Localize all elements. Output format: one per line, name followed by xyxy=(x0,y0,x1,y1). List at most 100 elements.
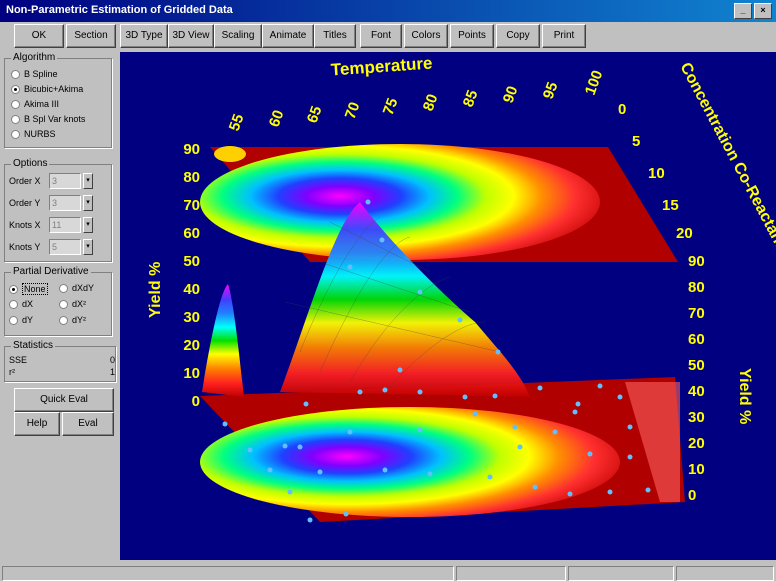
z-tick-label: 60 xyxy=(688,331,705,348)
x-tick-label: 75 xyxy=(380,96,402,117)
z-tick-label: 0 xyxy=(688,487,696,504)
derivative-option-dy[interactable]: dY xyxy=(9,315,33,325)
status-segment xyxy=(568,566,674,581)
points-button[interactable]: Points xyxy=(450,24,494,48)
z-axis-title: Yield % xyxy=(147,262,164,318)
algorithm-option-b-spline[interactable]: B Spline xyxy=(11,69,58,79)
x-tick-label: 85 xyxy=(460,88,482,109)
response-surface-left-peak xyxy=(202,284,244,397)
derivative-group: Partial Derivative None dXdY dX dX² dY d… xyxy=(4,266,112,336)
algorithm-legend: Algorithm xyxy=(11,52,58,63)
z-tick-label: 40 xyxy=(688,383,705,400)
derivative-option-dx2[interactable]: dX² xyxy=(59,299,86,309)
z-tick-label: 60 xyxy=(183,225,200,242)
z-tick-label: 70 xyxy=(688,305,705,322)
z-tick-label: 30 xyxy=(688,409,705,426)
top-contour-map xyxy=(200,144,600,260)
animate-button[interactable]: Animate xyxy=(262,24,314,48)
toolbar: OK Section 3D Type 3D View Scaling Anima… xyxy=(0,24,776,50)
algorithm-option-nurbs[interactable]: NURBS xyxy=(11,129,56,139)
derivative-option-dy2[interactable]: dY² xyxy=(59,315,86,325)
radio-icon xyxy=(11,129,20,139)
spin-icon[interactable]: ▾ xyxy=(83,195,93,211)
y-tick-label: 5 xyxy=(632,133,640,150)
radio-icon xyxy=(11,114,20,124)
data-points xyxy=(222,199,651,523)
derivative-option-none[interactable]: None xyxy=(9,283,48,295)
title-bar: Non-Parametric Estimation of Gridded Dat… xyxy=(0,0,776,22)
plot-area[interactable]: Temperature Concentration Co-Reactant Yi… xyxy=(120,52,776,560)
radio-icon xyxy=(9,315,18,325)
status-segment xyxy=(456,566,566,581)
print-button[interactable]: Print xyxy=(542,24,586,48)
z-tick-label: 90 xyxy=(183,141,200,158)
y-tick-label: 0 xyxy=(618,101,626,118)
y-tick-label: 15 xyxy=(662,197,679,214)
top-contour-corner xyxy=(214,146,246,162)
spin-icon[interactable]: ▾ xyxy=(83,217,93,233)
spin-icon[interactable]: ▾ xyxy=(83,239,93,255)
derivative-option-dx[interactable]: dX xyxy=(9,299,33,309)
minimize-button[interactable]: _ xyxy=(734,3,752,19)
floor-right-edge xyxy=(625,382,680,502)
titles-button[interactable]: Titles xyxy=(314,24,356,48)
scaling-button[interactable]: Scaling xyxy=(214,24,262,48)
3d-view-button[interactable]: 3D View xyxy=(168,24,214,48)
help-button[interactable]: Help xyxy=(14,412,60,436)
radio-icon xyxy=(9,299,18,309)
left-panel: Algorithm B Spline Bicubic+Akima Akima I… xyxy=(0,50,118,560)
order-y-input[interactable]: 3 xyxy=(49,195,81,211)
spin-icon[interactable]: ▾ xyxy=(83,173,93,189)
z-axis-ticks-right: 0 10 20 30 40 50 60 70 80 90 xyxy=(688,253,705,504)
z-axis-ticks-left: 0 10 20 30 40 50 60 70 80 90 xyxy=(183,141,200,410)
z-tick-label: 50 xyxy=(688,357,705,374)
z-tick-label: 70 xyxy=(183,197,200,214)
y-axis-title: Concentration Co-Reactant xyxy=(676,60,776,251)
knots-x-input[interactable]: 11 xyxy=(49,217,81,233)
x-tick-label: 60 xyxy=(266,108,288,129)
order-x-input[interactable]: 3 xyxy=(49,173,81,189)
radio-icon xyxy=(59,283,68,293)
knots-y-input[interactable]: 5 xyxy=(49,239,81,255)
z-tick-label: 20 xyxy=(183,337,200,354)
status-bar xyxy=(0,564,776,581)
z-tick-label: 80 xyxy=(688,279,705,296)
algorithm-option-akima-iii[interactable]: Akima III xyxy=(11,99,59,109)
radio-icon xyxy=(11,99,20,109)
y-tick-label: 10 xyxy=(648,165,665,182)
ok-button[interactable]: OK xyxy=(14,24,64,48)
section-button[interactable]: Section xyxy=(66,24,116,48)
x-tick-label: 55 xyxy=(226,112,248,133)
sse-row: SSE 0 xyxy=(9,355,115,365)
x-tick-label: 100 xyxy=(582,68,607,97)
options-group: Options Order X 3 ▾ Order Y 3 ▾ Knots X 11 ▾ K… xyxy=(4,158,112,262)
colors-button[interactable]: Colors xyxy=(404,24,448,48)
quick-eval-button[interactable]: Quick Eval xyxy=(14,388,114,412)
r2-row: r² 1 xyxy=(9,367,115,377)
knots-x-row: Knots X 11 ▾ xyxy=(9,217,93,233)
x-tick-label: 95 xyxy=(540,80,562,101)
z-tick-label: 80 xyxy=(183,169,200,186)
eval-button[interactable]: Eval xyxy=(62,412,114,436)
x-tick-label: 80 xyxy=(420,92,442,113)
algorithm-option-b-spl-var-knots[interactable]: B Spl Var knots xyxy=(11,114,85,124)
x-axis-ticks: 55 60 65 70 75 80 85 90 95 100 xyxy=(226,68,607,133)
z-tick-label: 10 xyxy=(688,461,705,478)
x-axis-title: Temperature xyxy=(330,53,433,79)
z-tick-label: 0 xyxy=(192,393,200,410)
options-legend: Options xyxy=(11,158,50,169)
z-tick-label: 20 xyxy=(688,435,705,452)
z-tick-label: 10 xyxy=(183,365,200,382)
status-segment xyxy=(2,566,454,581)
copy-button[interactable]: Copy xyxy=(496,24,540,48)
x-tick-label: 70 xyxy=(342,100,364,121)
3d-type-button[interactable]: 3D Type xyxy=(120,24,168,48)
close-button[interactable]: × xyxy=(754,3,772,19)
y-axis-ticks: 0 5 10 15 20 xyxy=(618,101,693,242)
z-tick-label: 90 xyxy=(688,253,705,270)
font-button[interactable]: Font xyxy=(360,24,402,48)
z-tick-label: 50 xyxy=(183,253,200,270)
y-tick-label: 20 xyxy=(676,225,693,242)
derivative-option-dxdy[interactable]: dXdY xyxy=(59,283,94,293)
algorithm-option-bicubic-akima[interactable]: Bicubic+Akima xyxy=(11,84,83,94)
